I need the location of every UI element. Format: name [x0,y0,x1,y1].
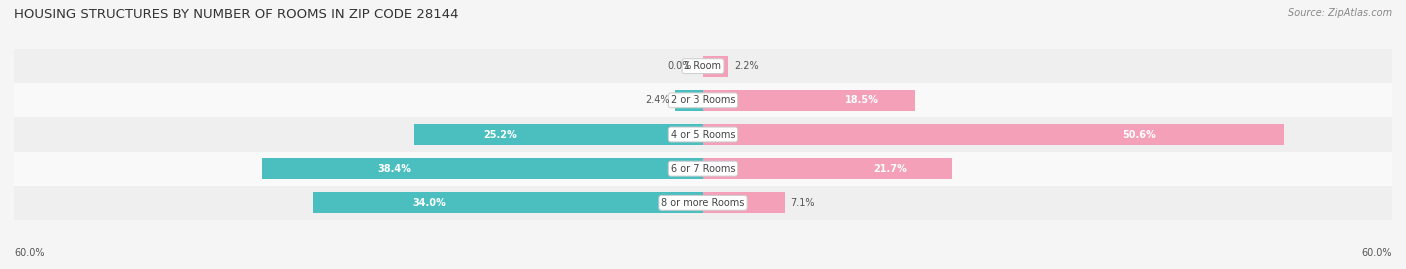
Text: HOUSING STRUCTURES BY NUMBER OF ROOMS IN ZIP CODE 28144: HOUSING STRUCTURES BY NUMBER OF ROOMS IN… [14,8,458,21]
Text: 2 or 3 Rooms: 2 or 3 Rooms [671,95,735,105]
Text: 7.1%: 7.1% [790,198,814,208]
Bar [703,56,728,77]
Bar [14,83,1392,118]
Bar [703,192,785,213]
Bar [675,90,703,111]
Text: 34.0%: 34.0% [413,198,447,208]
Bar [14,118,1392,151]
Text: 2.4%: 2.4% [645,95,669,105]
Text: 60.0%: 60.0% [14,248,45,258]
Text: 1 Room: 1 Room [685,61,721,71]
Text: Source: ZipAtlas.com: Source: ZipAtlas.com [1288,8,1392,18]
Bar [703,124,1284,145]
Text: 38.4%: 38.4% [377,164,412,174]
Bar [262,158,703,179]
Bar [703,90,915,111]
Text: 60.0%: 60.0% [1361,248,1392,258]
Bar [14,151,1392,186]
Text: 2.2%: 2.2% [734,61,759,71]
Text: 0.0%: 0.0% [666,61,692,71]
Bar [312,192,703,213]
Text: 50.6%: 50.6% [1122,129,1156,140]
Bar [413,124,703,145]
Text: 21.7%: 21.7% [873,164,907,174]
Text: 8 or more Rooms: 8 or more Rooms [661,198,745,208]
Text: 6 or 7 Rooms: 6 or 7 Rooms [671,164,735,174]
Text: 25.2%: 25.2% [484,129,517,140]
Bar [703,158,952,179]
Text: 18.5%: 18.5% [845,95,879,105]
Bar [14,49,1392,83]
Text: 4 or 5 Rooms: 4 or 5 Rooms [671,129,735,140]
Bar [14,186,1392,220]
